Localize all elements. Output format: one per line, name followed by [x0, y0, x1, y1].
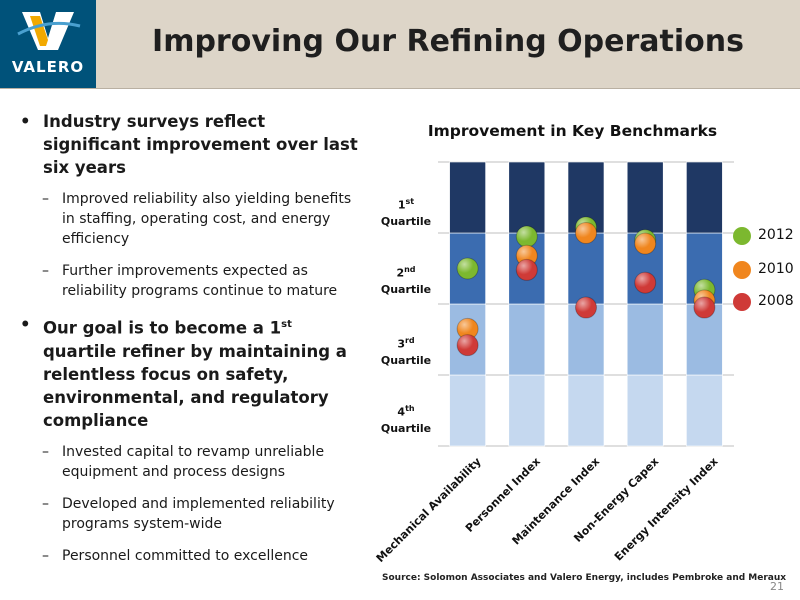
point-shine — [634, 272, 656, 294]
quartile-bar-segment — [686, 161, 723, 234]
point-shine — [575, 222, 597, 244]
data-point-2008 — [456, 334, 479, 357]
quartile-bar-segment — [449, 374, 486, 447]
quartile-bar-segment — [626, 374, 664, 447]
sub-bullet-item: – Personnel committed to excellence — [18, 546, 363, 566]
category-label: Energy Intensity Index — [612, 455, 721, 564]
point-shine — [457, 258, 479, 279]
sub-bullet-text: Further improvements expected as reliabi… — [62, 263, 338, 299]
data-point-2010 — [634, 232, 657, 255]
bullet-text: Industry surveys reflect significant imp… — [43, 112, 358, 177]
header-bar: VALERO Improving Our Refining Operations — [0, 0, 800, 89]
data-point-2010 — [456, 317, 479, 340]
legend-marker — [733, 227, 751, 245]
bullet-icon: • — [20, 315, 31, 334]
valero-v-icon — [17, 12, 81, 50]
point-shine — [516, 259, 538, 281]
data-point-2008 — [693, 296, 716, 319]
sub-bullet-text: Developed and implemented reliability pr… — [62, 495, 335, 532]
bullet-text-sup: st — [281, 319, 292, 330]
quartile-bar-segment — [508, 303, 546, 376]
dash-icon: – — [42, 191, 49, 207]
page-number: 21 — [770, 580, 784, 593]
bullet-text-post: quartile refiner by maintaining a relent… — [43, 341, 347, 430]
category-label: Mechanical Availability — [374, 455, 484, 565]
sub-bullet-item: – Further improvements expected as relia… — [18, 261, 363, 301]
quartile-label: 3rd Quartile — [380, 336, 432, 367]
dash-icon: – — [42, 443, 49, 460]
point-shine — [516, 226, 538, 248]
quartile-bar-segment — [508, 161, 546, 234]
dash-icon: – — [42, 547, 49, 564]
bullet-item: • Our goal is to become a 1st quartile r… — [18, 313, 363, 432]
point-shine — [634, 233, 656, 255]
dash-icon: – — [42, 495, 49, 512]
dash-icon: – — [42, 263, 49, 279]
quartile-label: 4th Quartile — [380, 404, 432, 435]
data-point-2008 — [634, 271, 657, 294]
point-shine — [457, 334, 479, 356]
quartile-bar-segment — [567, 374, 605, 447]
valero-logo: VALERO — [0, 0, 96, 88]
sub-bullet-item: – Improved reliability also yielding ben… — [18, 189, 363, 249]
sub-bullet-text: Improved reliability also yielding benef… — [62, 191, 352, 247]
legend-label: 2010 — [758, 261, 794, 277]
page-title: Improving Our Refining Operations — [152, 24, 744, 59]
legend-marker — [733, 261, 751, 279]
quartile-label: 2nd Quartile — [380, 265, 432, 296]
quartile-bar-segment — [626, 303, 664, 376]
quartile-label: 1st Quartile — [380, 197, 432, 228]
data-point-2012 — [515, 225, 538, 248]
legend-label: 2008 — [758, 293, 794, 309]
chart-title: Improvement in Key Benchmarks — [427, 122, 718, 140]
data-point-2010 — [575, 222, 597, 244]
sub-bullet-text: Invested capital to revamp unreliable eq… — [62, 443, 325, 480]
data-point-2008 — [515, 258, 538, 281]
sub-bullet-item: – Developed and implemented reliability … — [18, 494, 363, 534]
point-shine — [575, 297, 597, 319]
bullet-text-pre: Our goal is to become a 1 — [43, 318, 282, 338]
point-shine — [693, 297, 715, 319]
data-point-2012 — [456, 257, 479, 280]
logo-text: VALERO — [11, 58, 85, 76]
source-note: Source: Solomon Associates and Valero En… — [382, 573, 787, 583]
bullet-list: • Industry surveys reflect significant i… — [18, 110, 363, 578]
data-point-2008 — [575, 296, 597, 319]
quartile-bar-segment — [686, 374, 723, 447]
bullet-item: • Industry surveys reflect significant i… — [18, 110, 363, 179]
bullet-icon: • — [20, 112, 31, 131]
quartile-bar-segment — [449, 161, 486, 234]
point-shine — [457, 318, 479, 340]
legend-label: 2012 — [758, 227, 794, 243]
legend-marker — [733, 293, 751, 311]
quartile-bar-segment — [508, 374, 546, 447]
quartile-bar-segment — [626, 161, 664, 234]
sub-bullet-item: – Invested capital to revamp unreliable … — [18, 442, 363, 482]
quartile-bar-segment — [567, 232, 605, 305]
sub-bullet-text: Personnel committed to excellence — [62, 547, 309, 564]
